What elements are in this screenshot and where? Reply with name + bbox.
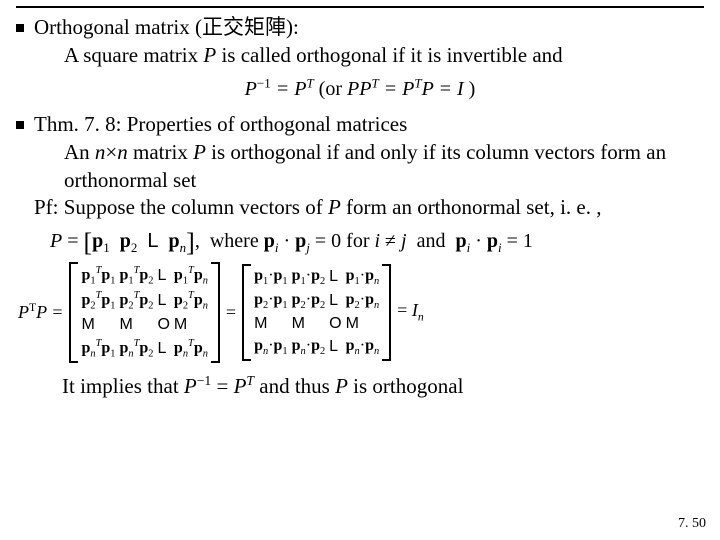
matrix-cell: pnTpn (173, 337, 209, 361)
formula-1: P−1 = PT (or PPT = PTP = I ) (16, 75, 704, 101)
bullet-2-pf: Pf: Suppose the column vectors of P form… (34, 194, 704, 222)
bullet-2-title: Thm. 7. 8: Properties of orthogonal matr… (34, 112, 407, 136)
matrix-cell: L (156, 337, 170, 361)
matrix-cell: O (328, 314, 342, 334)
matrix-A-grid: p1Tp1p1Tp2Lp1Tpnp2Tp1p2Tp2Lp2TpnMMOMpnTp… (78, 262, 210, 363)
left-bracket-icon (69, 262, 78, 363)
matrix-cell: p1·p2 (291, 266, 327, 288)
matrix-cell: pn·p1 (253, 336, 289, 358)
matrix-cell: p2·pn (345, 290, 381, 312)
matrix-cell: p1Tp1 (80, 264, 116, 288)
slide-page: Orthogonal matrix (正交矩陣): A square matri… (0, 0, 720, 540)
matrix-cell: O (156, 315, 170, 335)
matrix-cell: pnTp2 (118, 337, 154, 361)
formula-1-content: P−1 = PT (or PPT = PTP = I ) (245, 78, 476, 100)
top-rule (16, 6, 704, 8)
matrix-B: p1·p1p1·p2Lp1·pnp2·p1p2·p2Lp2·pnMMOMpn·p… (242, 264, 391, 361)
matrix-cell: p2Tp1 (80, 289, 116, 313)
matrix-cell: p2Tp2 (118, 289, 154, 313)
square-bullet-icon (16, 24, 24, 32)
matrix-cell: L (156, 289, 170, 313)
bullet-1-title: Orthogonal matrix (正交矩陣): (34, 15, 299, 39)
matrix-cell: pn·p2 (291, 336, 327, 358)
square-bullet-icon (16, 121, 24, 129)
matrix-cell: M (291, 314, 327, 334)
matrix-cell: M (118, 315, 154, 335)
matrix-B-grid: p1·p1p1·p2Lp1·pnp2·p1p2·p2Lp2·pnMMOMpn·p… (251, 264, 382, 361)
matrix-cell: M (80, 315, 116, 335)
right-bracket-icon (211, 262, 220, 363)
matrix-cell: p2·p1 (253, 290, 289, 312)
conclusion: It implies that P−1 = PT and thus P is o… (62, 373, 704, 399)
left-bracket-icon (242, 264, 251, 361)
matrix-cell: p1Tpn (173, 264, 209, 288)
matrix-cell: L (328, 266, 342, 288)
bullet-2: Thm. 7. 8: Properties of orthogonal matr… (16, 111, 704, 222)
matrix-cell: p1·p1 (253, 266, 289, 288)
matrix-cell: L (328, 336, 342, 358)
matrix-cell: L (156, 264, 170, 288)
matrix-cell: M (253, 314, 289, 334)
bullet-2-text: Thm. 7. 8: Properties of orthogonal matr… (34, 111, 704, 222)
matrix-cell: L (328, 290, 342, 312)
equals-1: = (226, 302, 236, 323)
matrix-cell: M (345, 314, 381, 334)
matrix-cell: p2Tpn (173, 289, 209, 313)
p-definition-line: P = [p1 p2 L pn], where pi · pj = 0 for … (50, 228, 704, 258)
matrix-equation: PTP = p1Tp1p1Tp2Lp1Tpnp2Tp1p2Tp2Lp2TpnMM… (18, 262, 704, 363)
matrix-cell: pnTp1 (80, 337, 116, 361)
bullet-1-text: Orthogonal matrix (正交矩陣): A square matri… (34, 14, 563, 69)
right-bracket-icon (382, 264, 391, 361)
matrix-cell: p1Tp2 (118, 264, 154, 288)
ptp-label: PTP = (18, 301, 63, 323)
matrix-cell: M (173, 315, 209, 335)
bullet-1: Orthogonal matrix (正交矩陣): A square matri… (16, 14, 704, 69)
rhs-tail: = In (397, 300, 424, 324)
page-number: 7. 50 (678, 516, 706, 532)
matrix-cell: pn·pn (345, 336, 381, 358)
bullet-2-body1: An n×n matrix P is orthogonal if and onl… (34, 139, 704, 194)
matrix-cell: p2·p2 (291, 290, 327, 312)
bullet-1-body: A square matrix P is called orthogonal i… (34, 42, 563, 70)
matrix-cell: p1·pn (345, 266, 381, 288)
matrix-A: p1Tp1p1Tp2Lp1Tpnp2Tp1p2Tp2Lp2TpnMMOMpnTp… (69, 262, 219, 363)
